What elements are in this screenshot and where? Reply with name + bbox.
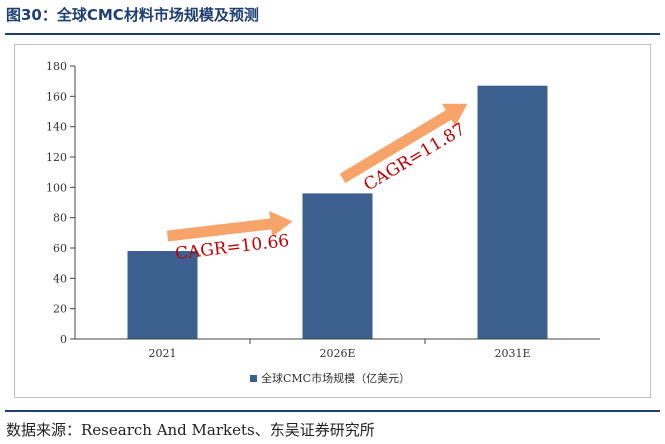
title-divider — [5, 33, 660, 35]
cagr-arrow — [339, 103, 468, 184]
y-tick-label: 100 — [46, 181, 67, 194]
y-tick-label: 60 — [53, 242, 67, 255]
y-tick-label: 160 — [46, 90, 67, 103]
legend-swatch — [250, 375, 257, 382]
y-tick-label: 180 — [46, 60, 67, 73]
y-tick-label: 80 — [53, 212, 67, 225]
bar-2026E — [302, 193, 373, 339]
axes — [74, 66, 600, 340]
x-axis-ticks: 2021 2026E 2031E — [149, 339, 531, 360]
y-axis-ticks: 0 20 40 60 80 100 120 140 160 180 — [46, 60, 75, 346]
x-tick-label: 2031E — [494, 347, 530, 360]
y-tick-label: 20 — [53, 303, 67, 316]
bar-2021 — [127, 251, 198, 339]
legend-label: 全球CMC市场规模（亿美元） — [261, 371, 410, 385]
figure-title: 图30：全球CMC材料市场规模及预测 — [6, 6, 259, 24]
bars — [127, 85, 548, 339]
y-tick-label: 40 — [53, 272, 67, 285]
cagr-arrow — [166, 211, 293, 242]
data-source-note: 数据来源：Research And Markets、东吴证券研究所 — [6, 421, 375, 439]
x-tick-label: 2026E — [319, 347, 355, 360]
y-tick-label: 0 — [60, 333, 67, 346]
chart-frame — [14, 44, 651, 398]
y-tick-label: 120 — [46, 151, 67, 164]
source-divider — [5, 410, 660, 412]
legend: 全球CMC市场规模（亿美元） — [250, 371, 410, 385]
x-tick-label: 2021 — [149, 347, 177, 360]
bar-2031E — [477, 85, 548, 339]
y-tick-label: 140 — [46, 121, 67, 134]
